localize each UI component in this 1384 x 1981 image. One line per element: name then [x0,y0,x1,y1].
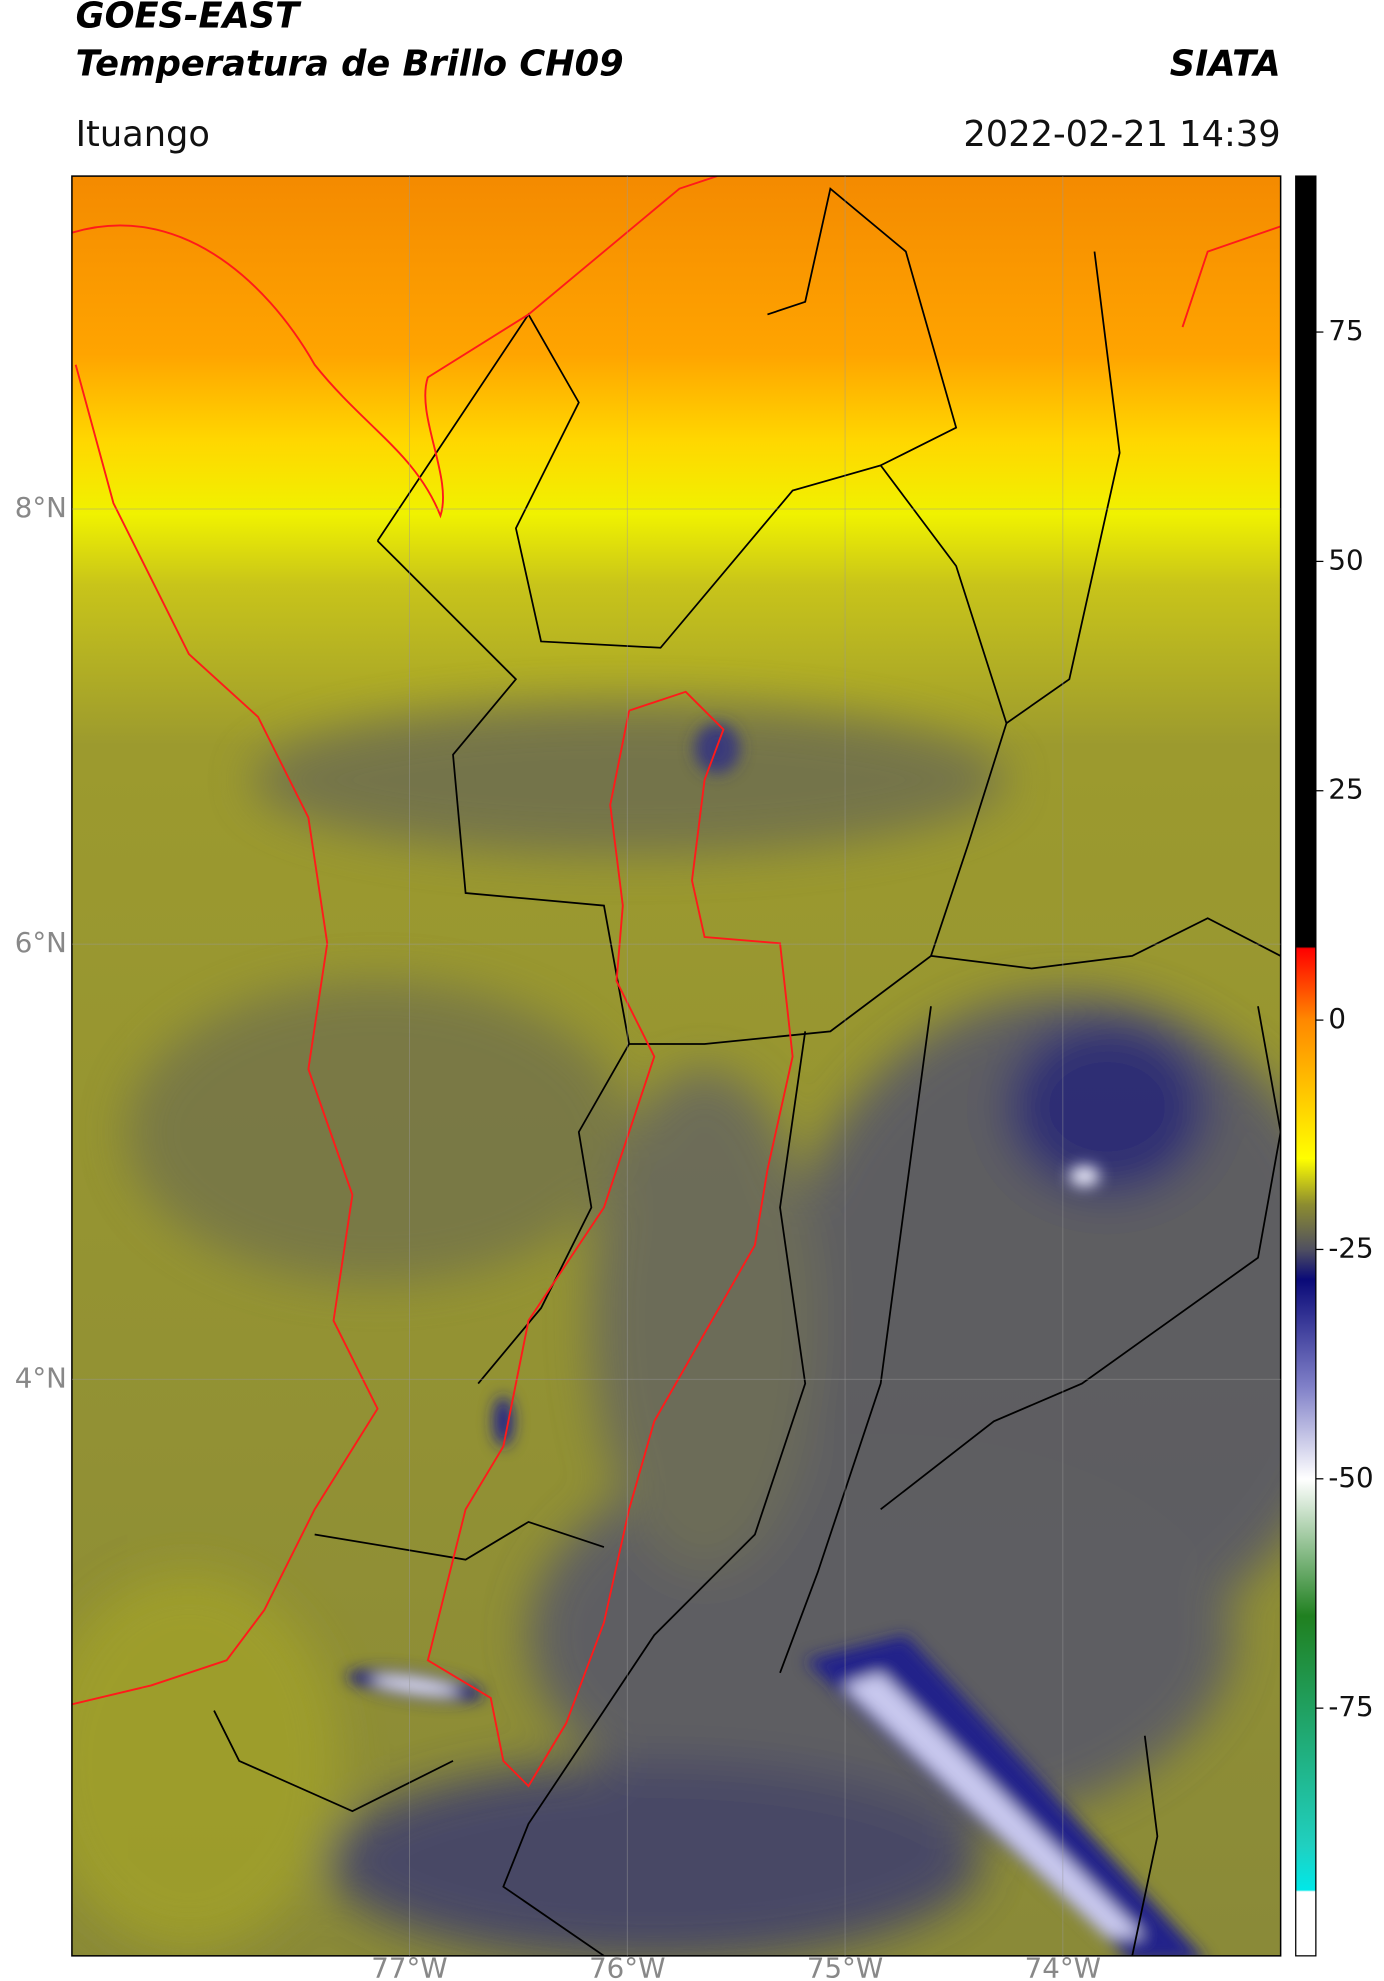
datetime: 2022-02-21 14:39 [963,114,1280,155]
lat-tick-label: 4°N [15,1361,67,1394]
lat-tick-label: 8°N [15,491,67,524]
lon-tick-label: 74°W [1025,1952,1101,1981]
colorbar-tick-label: 75 [1328,314,1363,347]
map-image [71,176,1281,1956]
lon-tick-label: 77°W [371,1952,447,1981]
lon-tick-label: 76°W [589,1952,665,1981]
colorbar [1295,175,1317,1957]
colorbar-tick-label: -75 [1328,1690,1373,1723]
colorbar-tick-label: 50 [1328,543,1363,576]
colorbar-tick-label: 25 [1328,773,1363,806]
product-title: Temperatura de Brillo CH09 [76,43,624,84]
colorbar-tick-label: -25 [1328,1231,1373,1264]
lat-tick-label: 6°N [15,926,67,959]
lon-tick-label: 75°W [807,1952,883,1981]
satellite-title: GOES-EAST [76,0,302,37]
location: Ituango [76,114,210,155]
agency: SIATA [1170,43,1281,84]
colorbar-tick-label: 0 [1328,1002,1346,1035]
map-frame [71,175,1282,1957]
colorbar-tick-label: -50 [1328,1461,1373,1494]
